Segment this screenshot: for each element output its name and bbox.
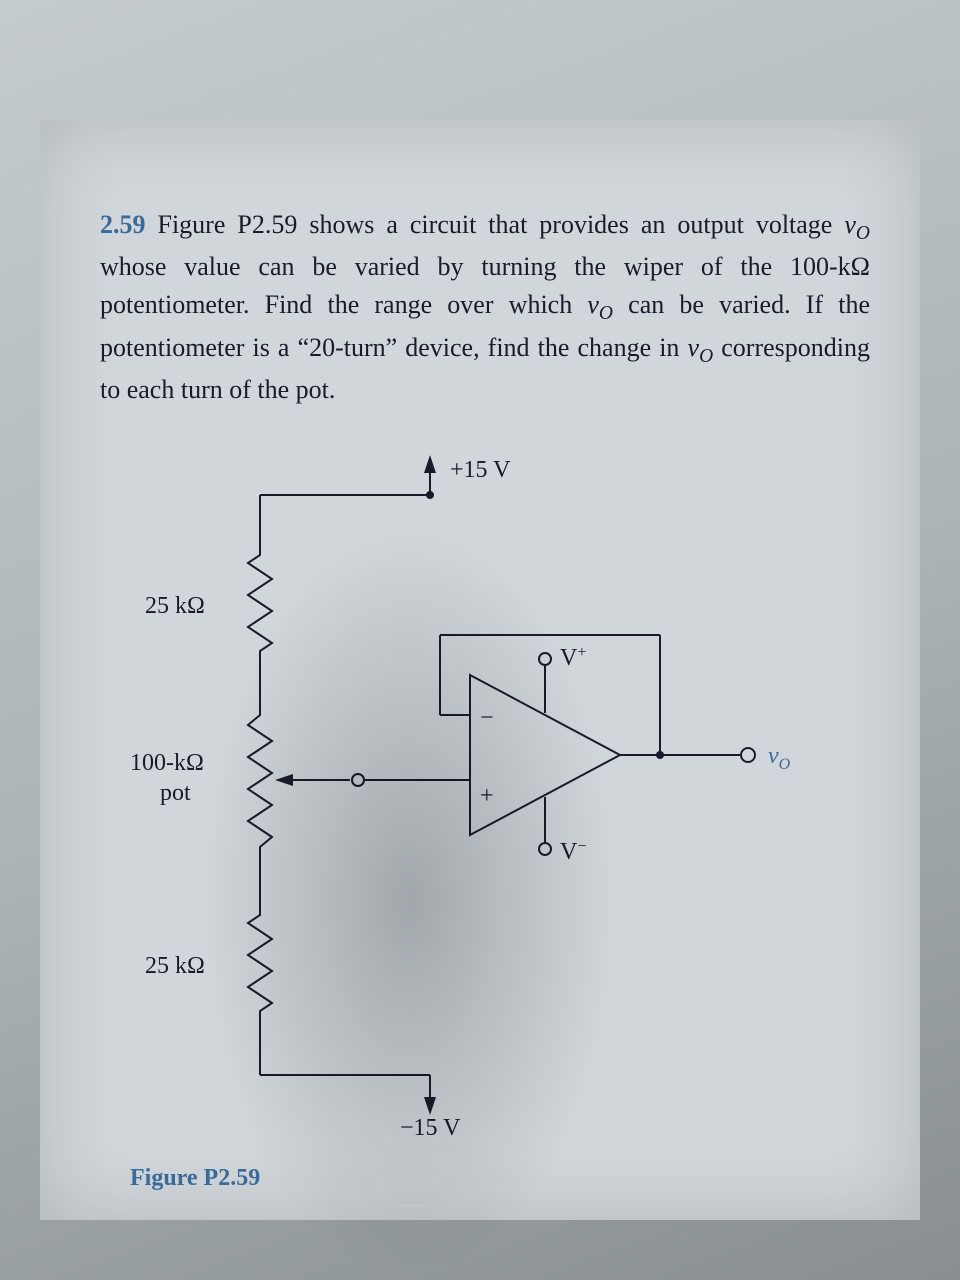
- v-plus-label: V+: [560, 644, 586, 671]
- v-minus-label: V−: [560, 838, 586, 865]
- var-sub-2: O: [599, 303, 613, 324]
- output-label: vO: [768, 743, 791, 773]
- figure-label: Figure P2.59: [130, 1165, 870, 1192]
- var-sym-2: v: [587, 290, 599, 319]
- var-sym-1: v: [844, 210, 856, 239]
- supply-neg-label: −15 V: [400, 1115, 461, 1141]
- text-part-a: Figure P2.59 shows a circuit that provid…: [158, 210, 845, 239]
- var-vo-2: vO: [587, 290, 613, 319]
- paper-area: 2.59 Figure P2.59 shows a circuit that p…: [40, 120, 920, 1220]
- var-vo-3: vO: [688, 333, 714, 362]
- circuit-diagram: +15 V −15 V 25 kΩ 100-kΩ pot 25 kΩ − + V…: [100, 435, 880, 1155]
- var-sym-3: v: [688, 333, 700, 362]
- opamp-plus-label: +: [480, 783, 494, 809]
- pot-label-b: pot: [160, 780, 191, 806]
- supply-pos-label: +15 V: [450, 457, 511, 483]
- pot-label-a: 100-kΩ: [130, 750, 204, 776]
- var-sub-3: O: [699, 346, 713, 367]
- page-root: 2.59 Figure P2.59 shows a circuit that p…: [0, 0, 960, 1280]
- problem-statement: 2.59 Figure P2.59 shows a circuit that p…: [100, 206, 870, 409]
- r-top-label: 25 kΩ: [145, 593, 205, 619]
- problem-number: 2.59: [100, 210, 146, 239]
- r-bot-label: 25 kΩ: [145, 953, 205, 979]
- var-sub-1: O: [856, 223, 870, 244]
- opamp-minus-label: −: [480, 705, 494, 731]
- var-vo-1: vO: [844, 210, 870, 239]
